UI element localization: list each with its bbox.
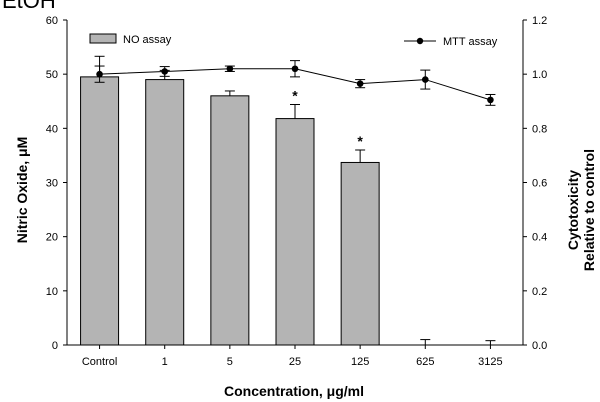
- significance-marker-1: *: [357, 133, 363, 149]
- cropped-heading-text: EtOH: [2, 0, 56, 13]
- y2-tick-label-1: 0.2: [532, 286, 547, 298]
- legend-mtt-assay: MTT assay: [404, 36, 498, 48]
- mtt-point-3: [291, 65, 299, 73]
- x-tick-label-5: 625: [416, 356, 434, 368]
- y2-tick-label-5: 1.0: [532, 69, 547, 81]
- y-tick-label-3: 30: [46, 178, 58, 190]
- bar-1: [145, 79, 185, 346]
- y2-tick-label-3: 0.6: [532, 178, 547, 190]
- y2-axis-title-line1: Cytotoxicity: [565, 170, 581, 250]
- bar-4: [340, 161, 380, 346]
- legend-no-assay: NO assay: [89, 33, 172, 46]
- mtt-point-5: [421, 76, 429, 83]
- legend-mtt-assay-label: MTT assay: [443, 36, 498, 48]
- mtt-point-6: [487, 96, 494, 104]
- y2-axis-title-line2: Relative to control: [581, 149, 597, 271]
- x-tick-label-4: 125: [351, 356, 369, 368]
- y-axis-title: Nitric Oxide, μM: [14, 137, 30, 244]
- plot-area: * * 0 10 20 30 40 50 60 0.0 0.2 0.4 0.6 0.8 1.0 1.2 Cont…: [46, 15, 548, 368]
- y2-tick-label-6: 1.2: [532, 15, 547, 27]
- mtt-point-2: [226, 65, 234, 73]
- legend-marker-swatch: [416, 37, 424, 45]
- bar-2: [210, 95, 250, 346]
- significance-marker-0: *: [292, 88, 298, 104]
- y-tick-label-4: 40: [46, 123, 58, 135]
- mtt-point-1: [161, 68, 169, 75]
- y-tick-label-5: 50: [46, 69, 58, 81]
- bar-0: [80, 76, 120, 346]
- x-tick-label-1: 1: [162, 356, 168, 368]
- legend-bar-swatch: [89, 33, 117, 44]
- x-tick-label-6: 3125: [478, 356, 502, 368]
- y2-tick-label-4: 0.8: [532, 123, 547, 135]
- x-tick-label-2: 5: [227, 356, 233, 368]
- bar-3: [275, 118, 315, 346]
- y-tick-label-2: 20: [46, 232, 58, 244]
- y-tick-label-1: 10: [46, 286, 58, 298]
- mtt-point-4: [356, 80, 364, 87]
- y2-tick-label-2: 0.4: [532, 232, 547, 244]
- x-tick-label-3: 25: [289, 356, 301, 368]
- mtt-point-0: [96, 70, 103, 78]
- x-tick-label-0: Control: [82, 356, 117, 368]
- x-axis-title: Concentration, μg/ml: [224, 383, 364, 399]
- legend-no-assay-label: NO assay: [123, 34, 172, 46]
- y-tick-label-6: 60: [46, 15, 58, 27]
- y2-tick-label-0: 0.0: [532, 340, 547, 352]
- y-tick-label-0: 0: [52, 340, 58, 352]
